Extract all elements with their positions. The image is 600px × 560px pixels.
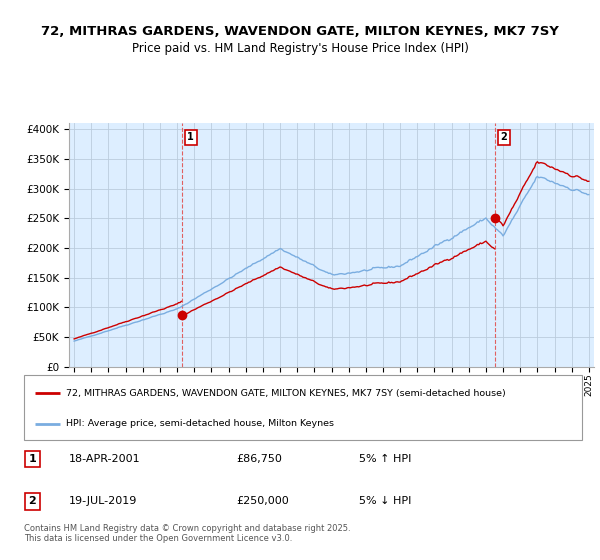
Text: 19-JUL-2019: 19-JUL-2019 [68,496,137,506]
Text: £250,000: £250,000 [236,496,289,506]
Text: £86,750: £86,750 [236,454,282,464]
Text: 1: 1 [187,132,194,142]
FancyBboxPatch shape [24,375,582,440]
Text: 18-APR-2001: 18-APR-2001 [68,454,140,464]
Text: 1: 1 [28,454,36,464]
Text: Contains HM Land Registry data © Crown copyright and database right 2025.
This d: Contains HM Land Registry data © Crown c… [24,524,350,543]
Text: 5% ↑ HPI: 5% ↑ HPI [359,454,411,464]
Text: Price paid vs. HM Land Registry's House Price Index (HPI): Price paid vs. HM Land Registry's House … [131,42,469,55]
Text: HPI: Average price, semi-detached house, Milton Keynes: HPI: Average price, semi-detached house,… [66,419,334,428]
Text: 2: 2 [500,132,507,142]
Text: 72, MITHRAS GARDENS, WAVENDON GATE, MILTON KEYNES, MK7 7SY (semi-detached house): 72, MITHRAS GARDENS, WAVENDON GATE, MILT… [66,389,506,398]
Text: 72, MITHRAS GARDENS, WAVENDON GATE, MILTON KEYNES, MK7 7SY: 72, MITHRAS GARDENS, WAVENDON GATE, MILT… [41,25,559,38]
Text: 5% ↓ HPI: 5% ↓ HPI [359,496,411,506]
Text: 2: 2 [28,496,36,506]
